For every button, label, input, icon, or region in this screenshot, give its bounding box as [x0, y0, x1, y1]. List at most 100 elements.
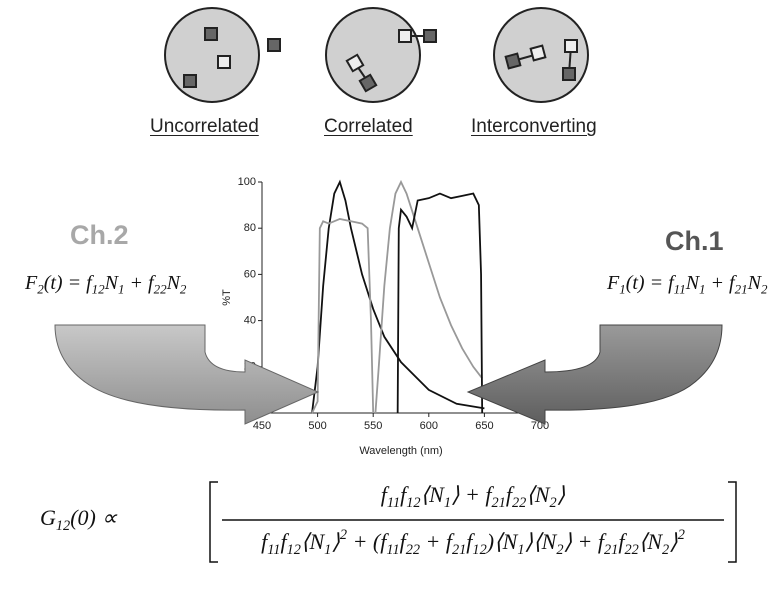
- equation-text: F: [25, 272, 38, 294]
- particle: [204, 27, 218, 41]
- subscript: 2: [556, 542, 564, 558]
- equation-text: + f: [705, 272, 735, 294]
- equation-text: f: [280, 529, 287, 554]
- state-label: Correlated: [324, 116, 413, 137]
- spectrum-line: [311, 218, 375, 414]
- well: [164, 7, 260, 103]
- well: [325, 7, 421, 103]
- right-bracket: [728, 481, 737, 563]
- y-tick-label: 100: [238, 176, 256, 188]
- equation: f11f12⟨N1⟩ + f21f22⟨N2⟩: [222, 482, 724, 512]
- equation-text: ⟩ + f: [563, 529, 605, 554]
- subscript: 22: [511, 495, 527, 511]
- subscript: 21: [604, 542, 619, 558]
- subscript: 22: [153, 281, 167, 297]
- subscript: 11: [386, 495, 401, 511]
- equation-text: N: [166, 272, 180, 294]
- spectrum-line: [396, 192, 484, 414]
- y-tick-label: 40: [244, 315, 256, 327]
- subscript: 2: [37, 281, 44, 297]
- x-axis-label: Wavelength (nm): [359, 445, 442, 457]
- channel-label: Ch.2: [70, 220, 129, 250]
- subscript: 12: [406, 495, 421, 511]
- particle: [345, 53, 365, 73]
- equation-text: f: [505, 482, 512, 507]
- subscript: 2: [179, 281, 187, 297]
- x-tick-label: 500: [308, 420, 326, 432]
- equation-text: + f: [420, 529, 452, 554]
- subscript: 1: [619, 281, 626, 297]
- equation-text: G: [40, 505, 56, 530]
- equation-text: F: [607, 272, 620, 294]
- equation-text: + f: [124, 272, 154, 294]
- equation-text: f: [261, 529, 268, 554]
- equation-text: ⟩: [331, 529, 340, 554]
- equation-text: (0) ∝: [70, 505, 118, 530]
- equation-text: N: [104, 272, 118, 294]
- channel-2-arrow: [54, 324, 320, 425]
- equation: F2(t) = f12N1 + f22N2: [25, 272, 186, 298]
- equation-text: )⟨N: [486, 529, 518, 554]
- subscript: 1: [699, 281, 706, 297]
- equation-text: (t) = f: [43, 272, 92, 294]
- x-tick-label: 600: [420, 420, 438, 432]
- equation-text: N: [747, 272, 761, 294]
- subscript: 12: [286, 542, 301, 558]
- equation-text: ⟩⟨N: [524, 529, 557, 554]
- equation-text: ⟩: [669, 529, 678, 554]
- equation-text: ⟩: [556, 482, 566, 507]
- particle: [564, 39, 578, 53]
- equation-text: f: [400, 482, 407, 507]
- equation-text: f: [618, 529, 625, 554]
- channel-label: Ch.1: [665, 226, 724, 256]
- superscript: 2: [677, 527, 685, 543]
- equation-text: ⟨N: [638, 529, 662, 554]
- subscript: 11: [386, 542, 400, 558]
- equation-text: ⟨N: [526, 482, 550, 507]
- y-tick-label: 80: [244, 222, 256, 234]
- equation-text: N: [685, 272, 700, 294]
- equation-text: + (f: [347, 529, 387, 554]
- equation-text: ⟩ + f: [450, 482, 492, 507]
- subscript: 1: [118, 281, 125, 297]
- equation-text: (t) = f: [625, 272, 674, 294]
- subscript: 2: [662, 542, 670, 558]
- x-tick-label: 450: [253, 420, 271, 432]
- equation-text: f: [399, 529, 406, 554]
- subscript: 12: [91, 281, 105, 297]
- subscript: 2: [760, 281, 768, 297]
- particle: [504, 52, 522, 70]
- brackets: [209, 481, 737, 563]
- particle: [562, 67, 576, 81]
- particle: [217, 55, 231, 69]
- particle: [183, 74, 197, 88]
- subscript: 21: [734, 281, 748, 297]
- equation-text: f: [466, 529, 473, 554]
- equation: F1(t) = f11N1 + f21N2: [607, 272, 767, 298]
- subscript: 1: [443, 495, 451, 511]
- state-label: Interconverting: [471, 116, 597, 137]
- subscript: 21: [452, 542, 467, 558]
- subscript: 2: [549, 495, 557, 511]
- spectrum-line: [374, 179, 483, 414]
- equation-text: ⟨N: [300, 529, 325, 554]
- equation: f11f12⟨N1⟩2 + (f11f22 + f21f12)⟨N1⟩⟨N2⟩ …: [222, 527, 724, 559]
- subscript: 11: [267, 542, 281, 558]
- subscript: 1: [324, 542, 332, 558]
- particle: [398, 29, 412, 43]
- channel-1-arrow: [466, 324, 723, 425]
- subscript: 22: [624, 542, 639, 558]
- equation: G12(0) ∝: [40, 505, 117, 535]
- spectrum-plot: 020406080100450500550600650700Wavelength…: [221, 176, 549, 457]
- particle: [358, 73, 378, 93]
- state-label: Uncorrelated: [150, 116, 259, 137]
- state-icons: [164, 7, 589, 103]
- left-bracket: [209, 481, 218, 563]
- x-tick-label: 550: [364, 420, 382, 432]
- superscript: 2: [339, 527, 348, 543]
- subscript: 12: [55, 518, 71, 534]
- subscript: 1: [517, 542, 525, 558]
- particle: [267, 38, 281, 52]
- x-tick-label: 650: [475, 420, 493, 432]
